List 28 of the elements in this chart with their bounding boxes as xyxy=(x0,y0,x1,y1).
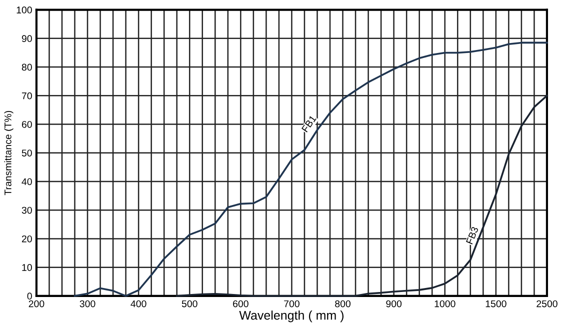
y-tick-label: 40 xyxy=(22,178,32,186)
x-tick-label: 1500 xyxy=(486,300,506,308)
x-tick-label: 900 xyxy=(386,300,402,308)
x-axis-title: Wavelength ( mm ) xyxy=(239,310,344,322)
annotation: FB1 xyxy=(302,114,316,132)
x-tick-label: 700 xyxy=(284,300,300,308)
x-tick-label: 1000 xyxy=(434,300,456,308)
y-tick-label: 50 xyxy=(22,150,32,156)
y-tick-label: 100 xyxy=(16,6,32,14)
x-tick-label: 300 xyxy=(80,300,96,308)
y-tick-label: 90 xyxy=(22,35,32,42)
y-tick-label: 70 xyxy=(22,92,32,100)
annotation: FB3 xyxy=(466,226,479,244)
y-tick-label: 80 xyxy=(22,64,32,71)
y-tick-label: 60 xyxy=(22,120,32,128)
x-tick-label: 400 xyxy=(130,300,146,308)
line-series xyxy=(74,42,548,297)
x-tick-label: 2500 xyxy=(536,300,558,308)
y-tick-label: 10 xyxy=(22,264,32,271)
x-tick-label: 500 xyxy=(182,300,198,308)
y-tick-label: 0 xyxy=(27,292,32,300)
y-tick-label: 30 xyxy=(22,206,32,214)
line-series xyxy=(176,94,548,297)
y-tick-label: 20 xyxy=(22,235,32,242)
x-tick-label: 800 xyxy=(335,300,350,308)
y-axis-title: Transmittance (T%) xyxy=(4,110,14,196)
x-tick-label: 200 xyxy=(28,300,44,308)
x-tick-label: 600 xyxy=(233,300,248,308)
